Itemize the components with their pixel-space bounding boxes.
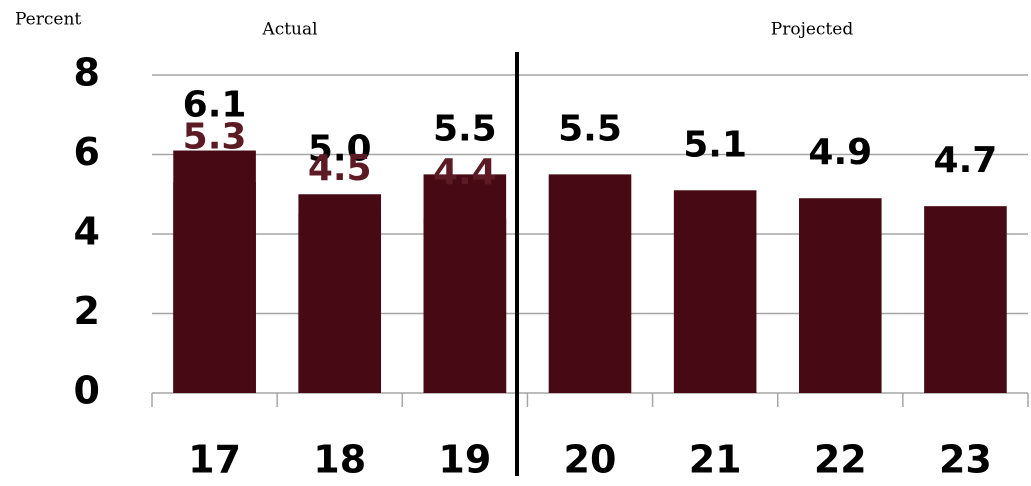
value-label: 5.1 bbox=[683, 124, 747, 165]
x-tick-label: 19 bbox=[438, 438, 491, 482]
value-label: 5.0 bbox=[308, 128, 372, 169]
bar bbox=[423, 174, 507, 393]
value-label: 6.1 bbox=[183, 85, 247, 126]
value-label: 5.3 bbox=[183, 116, 247, 157]
y-tick-label: 8 bbox=[74, 51, 100, 95]
value-label: 5.5 bbox=[433, 108, 497, 149]
value-label: 5.5 bbox=[558, 108, 622, 149]
x-tick-label: 18 bbox=[313, 438, 366, 482]
bar bbox=[173, 150, 256, 393]
value-label: 4.5 bbox=[308, 148, 372, 189]
bar bbox=[798, 198, 882, 393]
x-tick-label: 17 bbox=[188, 438, 241, 482]
x-tick-label: 22 bbox=[814, 438, 867, 482]
y-tick-label: 6 bbox=[74, 130, 100, 174]
annotation: Projected bbox=[771, 20, 854, 40]
y-axis-label: Percent bbox=[15, 10, 81, 30]
bar bbox=[298, 194, 382, 393]
x-tick-label: 21 bbox=[689, 438, 742, 482]
x-tick-label: 23 bbox=[939, 438, 992, 482]
bar bbox=[924, 206, 1007, 393]
y-tick-label: 4 bbox=[74, 210, 100, 254]
x-tick-label: 20 bbox=[564, 438, 617, 482]
y-tick-label: 2 bbox=[74, 289, 100, 333]
bar bbox=[673, 190, 757, 393]
value-label: 4.9 bbox=[808, 132, 872, 173]
value-label: 4.7 bbox=[934, 140, 998, 181]
y-tick-label: 0 bbox=[74, 369, 100, 413]
annotation: Actual bbox=[261, 20, 317, 40]
value-label: 4.4 bbox=[433, 152, 497, 193]
bar bbox=[548, 174, 632, 393]
